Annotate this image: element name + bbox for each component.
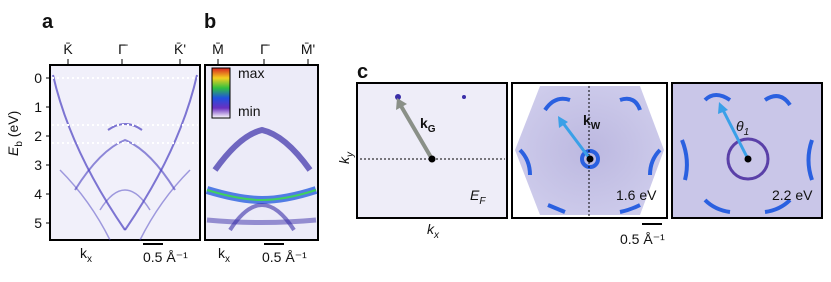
gamma-point <box>428 155 436 163</box>
top-label: M̄' <box>301 41 315 57</box>
center-pocket <box>580 149 600 169</box>
vector-label: kW <box>583 112 601 132</box>
energy-label: 1.6 eV <box>616 187 657 203</box>
energy-label: 2.2 eV <box>772 187 813 203</box>
angle-label: θ1 <box>736 118 749 138</box>
energy-cuts <box>52 77 198 144</box>
y-tick-label: 2 <box>34 128 42 144</box>
arpes-image <box>49 64 201 241</box>
scale-bar-label: 0.5 Å⁻¹ <box>143 249 188 265</box>
colorbar-min: min <box>238 103 261 119</box>
cem-image <box>671 82 823 219</box>
fermi-label: EF <box>470 187 486 207</box>
top-label: K̄' <box>174 41 186 57</box>
fermi-map <box>356 82 508 219</box>
pocket <box>395 94 401 100</box>
bands <box>205 126 318 232</box>
y-axis-label: Eb (eV) <box>5 111 25 156</box>
bands <box>52 74 198 241</box>
top-label: Γ̄ <box>260 41 270 57</box>
scale-bar-label: 0.5 Å⁻¹ <box>262 249 307 265</box>
pocket <box>462 95 466 99</box>
colorbar <box>211 67 231 119</box>
center-ring <box>726 137 770 181</box>
top-label: K̄ <box>63 41 73 57</box>
pockets <box>518 96 662 214</box>
vector-w <box>561 122 592 160</box>
panel-label: a <box>42 11 54 33</box>
arrow-head <box>558 116 568 128</box>
y-axis-label: ky <box>336 151 356 164</box>
x-axis-label: kx <box>218 245 230 265</box>
pockets <box>680 93 814 214</box>
y-tick-label: 5 <box>34 215 42 231</box>
vector-label: kG <box>420 115 436 135</box>
panel-label: c <box>357 61 368 83</box>
y-tick-label: 1 <box>34 99 42 115</box>
arrow-head <box>718 102 728 114</box>
top-label: M̄ <box>212 41 224 57</box>
gamma-point <box>744 155 752 163</box>
gamma-point <box>586 155 594 163</box>
top-label: Γ̄ <box>118 41 128 57</box>
x-axis-label: kx <box>427 221 440 241</box>
x-axis-label: kx <box>80 245 92 265</box>
arrow-head <box>396 98 407 110</box>
vector-g <box>399 104 434 161</box>
scale-bar-label: 0.5 Å⁻¹ <box>620 231 665 247</box>
y-tick-label: 3 <box>34 157 42 173</box>
angle-vector <box>721 109 750 160</box>
y-tick-label: 4 <box>34 186 42 202</box>
colorbar-max: max <box>238 65 264 81</box>
y-tick-label: 0 <box>34 70 42 86</box>
panel-label: b <box>204 11 216 33</box>
